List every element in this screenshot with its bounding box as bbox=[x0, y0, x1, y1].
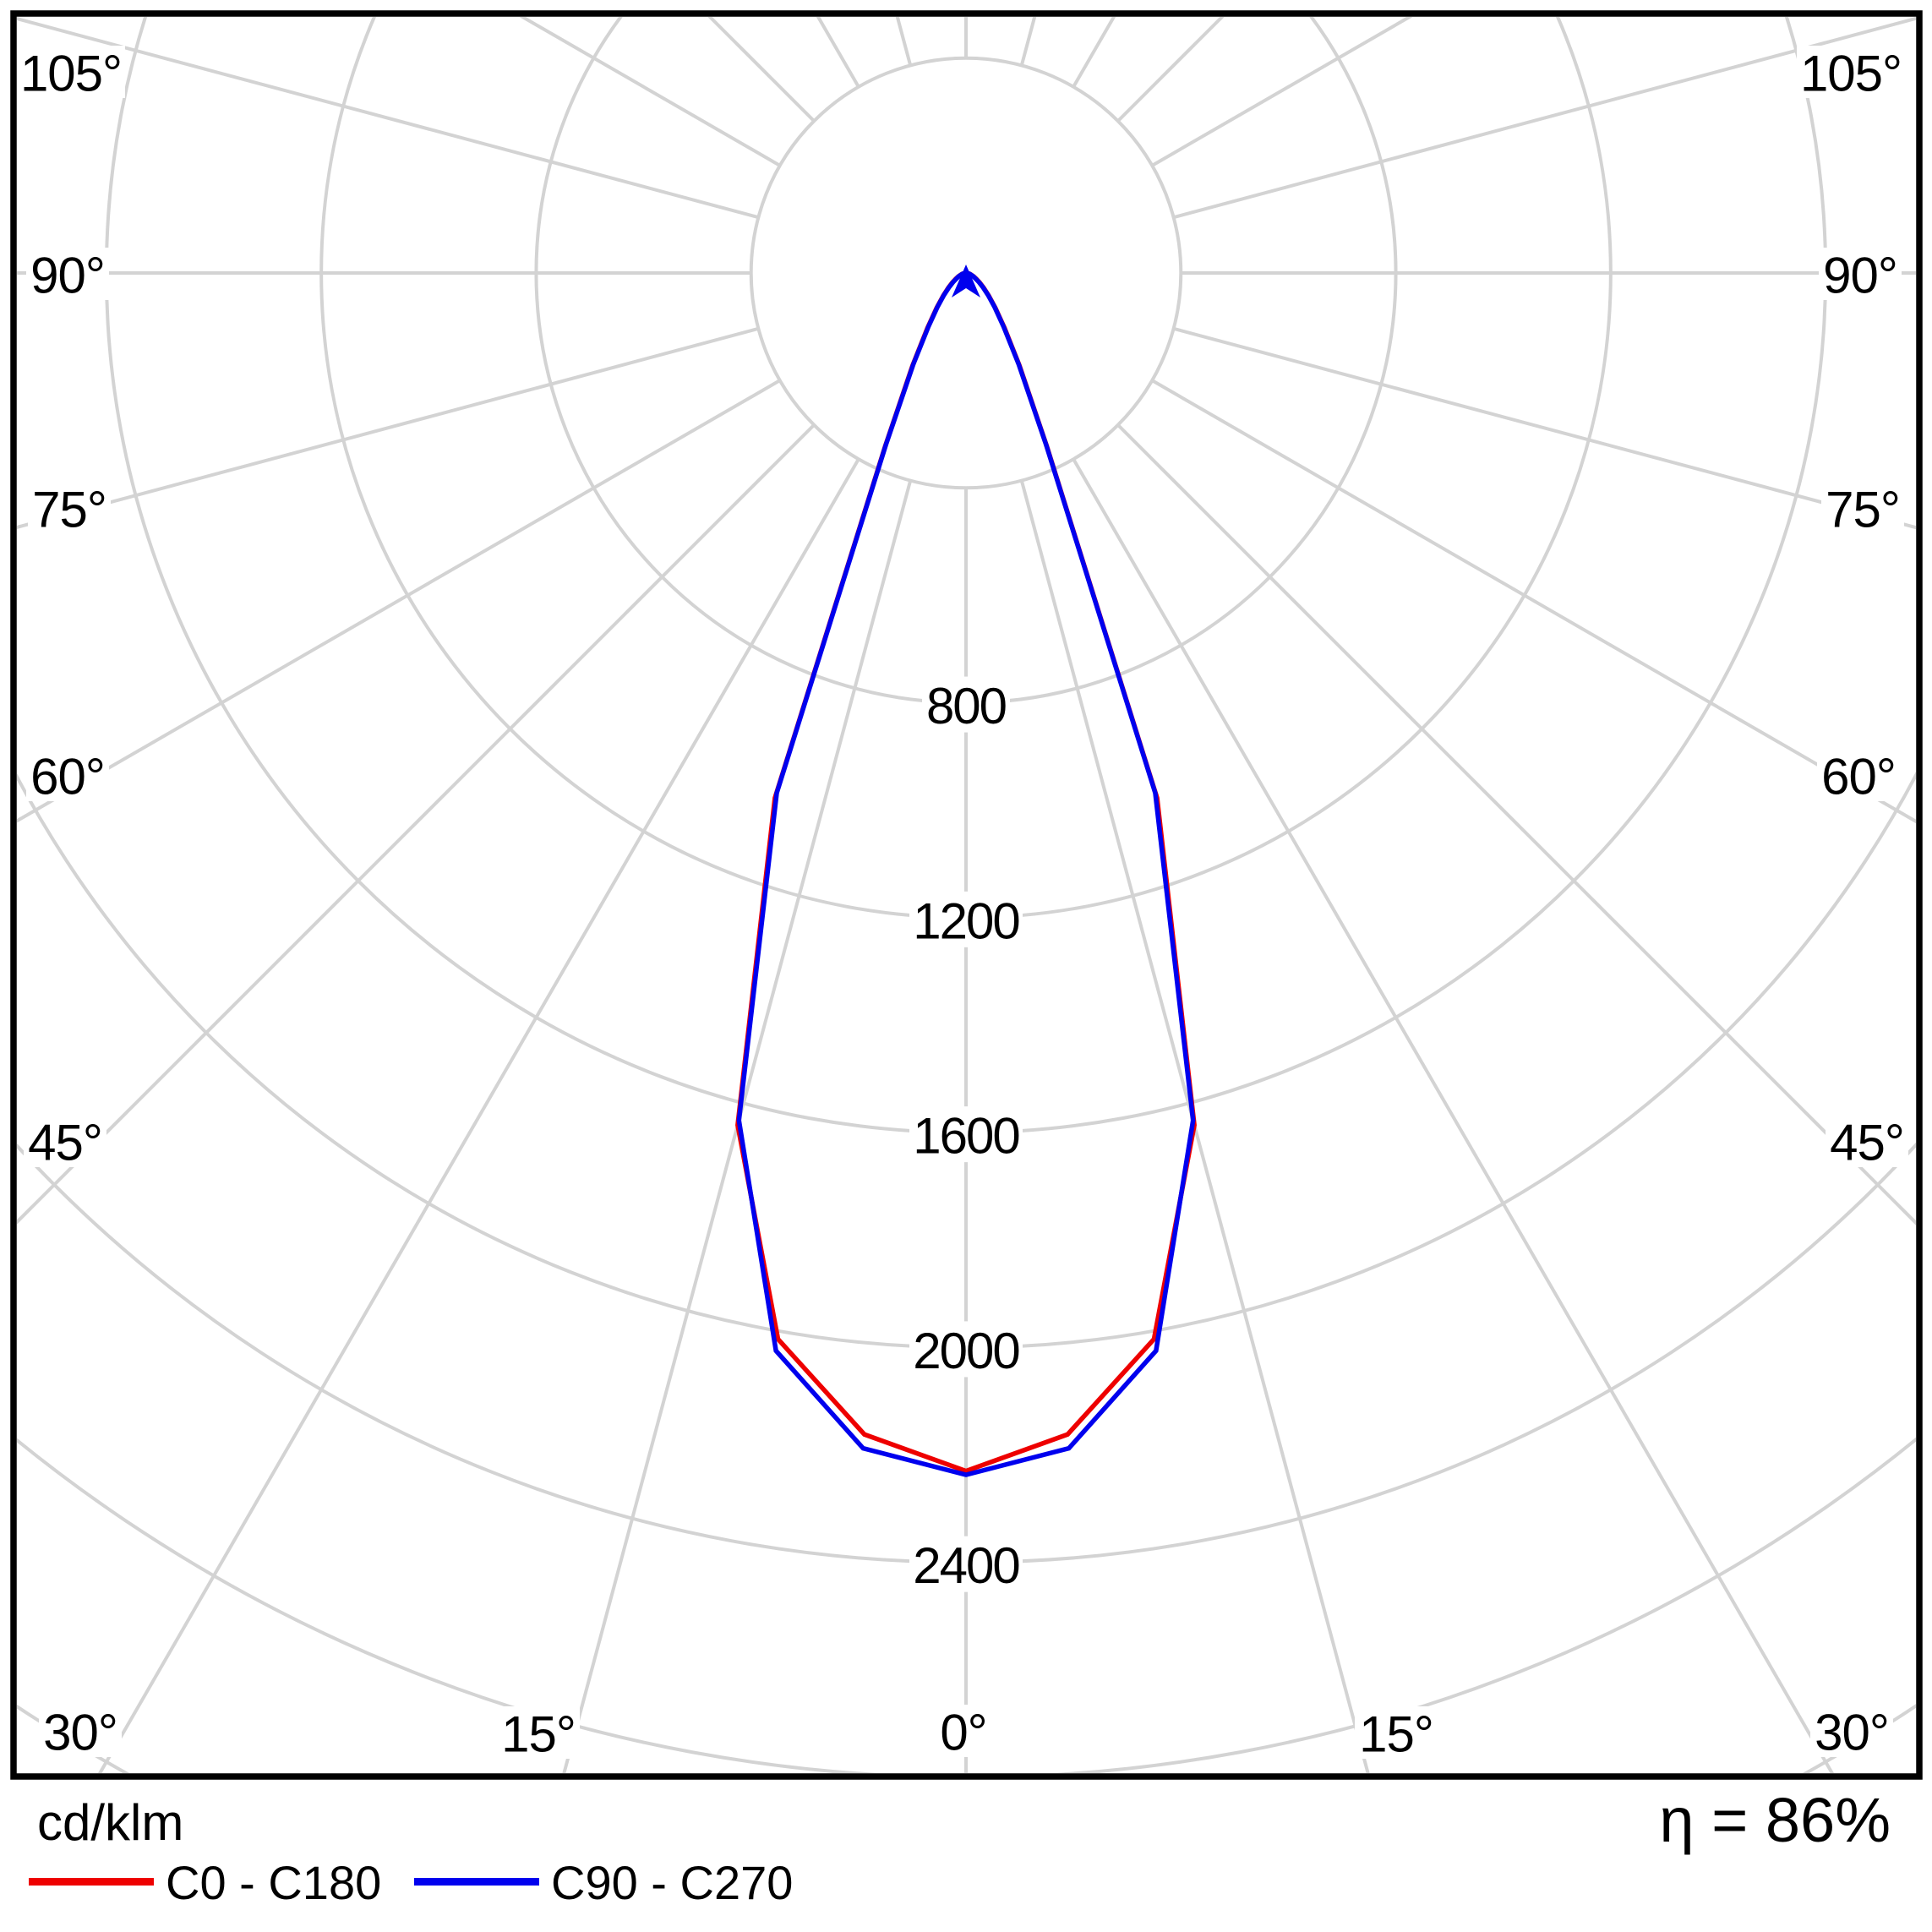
ring-label-1600: 1600 bbox=[913, 1108, 1019, 1165]
efficiency-label: η = 86% bbox=[1659, 1785, 1891, 1855]
angle-label-bg bbox=[26, 749, 109, 801]
legend-swatch-c90-c270 bbox=[414, 1878, 539, 1886]
ring-label-bg bbox=[909, 1106, 1023, 1163]
ring-label-800: 800 bbox=[926, 678, 1007, 734]
angle-label-11: 60° bbox=[1821, 749, 1896, 805]
grid-radial-195 bbox=[895, 17, 913, 66]
angle-label-bg bbox=[26, 248, 109, 300]
ring-label-bg bbox=[922, 676, 1010, 733]
angle-label-bg bbox=[39, 1705, 122, 1757]
grid-radial-315 bbox=[17, 423, 816, 1225]
grid-radial-255 bbox=[17, 17, 759, 220]
angle-label-10: 45° bbox=[1830, 1115, 1904, 1171]
angle-label-1: 90° bbox=[30, 248, 105, 304]
ring-label-bg bbox=[909, 1321, 1023, 1378]
angle-label-12: 75° bbox=[1826, 482, 1900, 538]
angle-label-bg bbox=[24, 1115, 106, 1167]
angle-label-bg bbox=[17, 46, 125, 98]
grid-radial-165 bbox=[1019, 17, 1037, 66]
grid-radial-120 bbox=[1151, 17, 1413, 167]
angle-label-7: 0° bbox=[940, 1705, 986, 1761]
ring-label-bg bbox=[909, 891, 1023, 947]
angle-label-bg bbox=[1826, 1115, 1908, 1167]
ring-label-bg bbox=[909, 1536, 1023, 1592]
angle-label-bg bbox=[1819, 248, 1902, 300]
ring-labels: 800 1200 1600 2000 2400 bbox=[909, 676, 1023, 1594]
grid-radial-30 bbox=[1072, 458, 1835, 1773]
grid-radial-300 bbox=[17, 379, 781, 823]
ring-label-1200: 1200 bbox=[913, 892, 1019, 949]
grid-radial-285 bbox=[17, 326, 759, 529]
angle-label-bg bbox=[1817, 749, 1900, 801]
ring-label-2400: 2400 bbox=[913, 1537, 1019, 1594]
legend-label-c0-c180: C0 - C180 bbox=[166, 1856, 382, 1909]
angle-label-4: 45° bbox=[28, 1115, 102, 1171]
grid-radial-330 bbox=[97, 458, 860, 1773]
grid-radial-345 bbox=[562, 480, 913, 1773]
angle-label-bg bbox=[1797, 46, 1905, 98]
grid-radial-15 bbox=[1019, 480, 1370, 1773]
angle-label-6: 15° bbox=[501, 1706, 576, 1763]
grid-radial-60 bbox=[1151, 379, 1916, 824]
angle-label-13: 90° bbox=[1823, 248, 1897, 304]
grid-radial-45 bbox=[1116, 423, 1916, 1225]
angle-label-bg bbox=[28, 482, 111, 534]
angle-label-0: 105° bbox=[20, 46, 122, 102]
unit-label: cd/klm bbox=[37, 1794, 184, 1851]
legend-swatch-c0-c180 bbox=[29, 1878, 154, 1886]
angle-label-14: 105° bbox=[1800, 46, 1902, 102]
curve-tip-arrow-icon bbox=[952, 265, 980, 297]
plot-border bbox=[10, 10, 1923, 1780]
angle-label-9: 30° bbox=[1815, 1705, 1889, 1761]
angle-label-3: 60° bbox=[30, 749, 105, 805]
angle-labels: 105° 90° 75° 60° 45° 30° 15° 0° 15° 30° 45° 60° 75° 9… bbox=[17, 46, 1908, 1763]
grid-radial-105 bbox=[1173, 17, 1916, 220]
intensity-curves bbox=[735, 270, 1197, 1477]
legend-label-c90-c270: C90 - C270 bbox=[551, 1856, 794, 1909]
grid-radial-240 bbox=[519, 17, 781, 167]
angle-label-bg bbox=[1810, 1705, 1893, 1757]
angle-label-bg bbox=[935, 1705, 992, 1757]
angle-label-8: 15° bbox=[1359, 1706, 1433, 1763]
ring-label-2000: 2000 bbox=[913, 1323, 1019, 1379]
curve-c90-c270 bbox=[736, 270, 1196, 1477]
angle-label-5: 30° bbox=[43, 1705, 117, 1761]
angle-label-bg bbox=[1821, 482, 1904, 534]
angle-label-2: 75° bbox=[32, 482, 106, 538]
angle-label-bg bbox=[1355, 1706, 1438, 1759]
grid-radial-75 bbox=[1173, 326, 1916, 530]
angle-label-bg bbox=[497, 1706, 580, 1759]
